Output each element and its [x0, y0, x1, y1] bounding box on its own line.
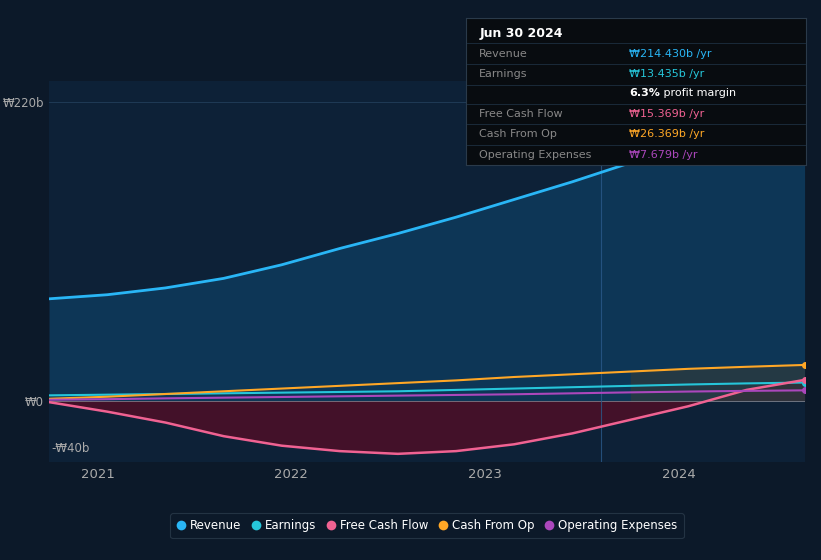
Legend: Revenue, Earnings, Free Cash Flow, Cash From Op, Operating Expenses: Revenue, Earnings, Free Cash Flow, Cash … [170, 513, 684, 538]
Text: ₩15.369b /yr: ₩15.369b /yr [629, 109, 704, 119]
Text: ₩26.369b /yr: ₩26.369b /yr [629, 129, 704, 139]
Text: ₩7.679b /yr: ₩7.679b /yr [629, 150, 698, 160]
Text: Cash From Op: Cash From Op [479, 129, 557, 139]
Text: 6.3%: 6.3% [629, 88, 660, 99]
Text: profit margin: profit margin [660, 88, 736, 99]
Text: Jun 30 2024: Jun 30 2024 [479, 27, 562, 40]
Text: Earnings: Earnings [479, 69, 528, 79]
Text: -₩40b: -₩40b [51, 442, 89, 455]
Text: ₩13.435b /yr: ₩13.435b /yr [629, 69, 704, 79]
Text: Operating Expenses: Operating Expenses [479, 150, 591, 160]
Text: ₩214.430b /yr: ₩214.430b /yr [629, 49, 712, 59]
Text: Free Cash Flow: Free Cash Flow [479, 109, 562, 119]
Text: Revenue: Revenue [479, 49, 528, 59]
